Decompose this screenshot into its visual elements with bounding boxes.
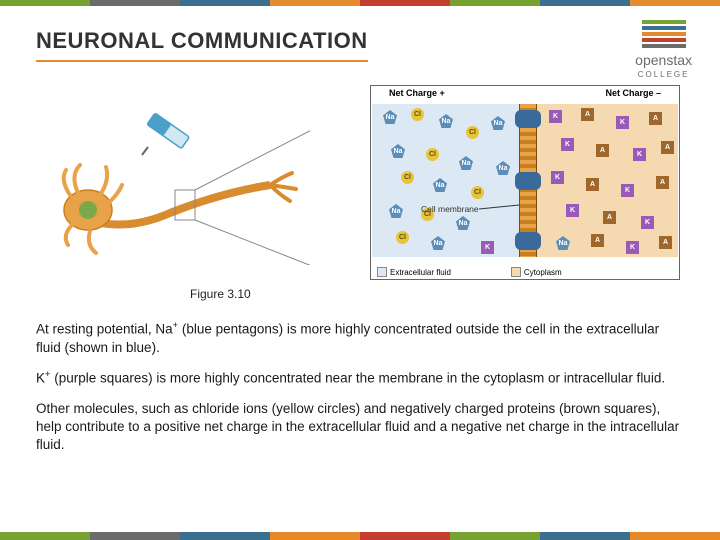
text-run: (purple squares) is more highly concentr…: [51, 370, 666, 385]
legend-extracellular: Extracellular fluid: [377, 267, 451, 277]
k-ion-icon: K: [481, 241, 494, 254]
channel-icon: [515, 110, 541, 128]
a-ion-icon: A: [603, 211, 616, 224]
k-ion-icon: K: [561, 138, 574, 151]
slide-title: NEURONAL COMMUNICATION: [36, 28, 368, 62]
top-color-strip: [0, 0, 720, 6]
k-ion-icon: K: [626, 241, 639, 254]
k-ion-icon: K: [616, 116, 629, 129]
a-ion-icon: A: [656, 176, 669, 189]
a-ion-icon: A: [586, 178, 599, 191]
bottom-color-strip: [0, 532, 720, 540]
text-run: K: [36, 370, 45, 385]
k-ion-icon: K: [566, 204, 579, 217]
cl-ion-icon: Cl: [426, 148, 439, 161]
a-ion-icon: A: [596, 144, 609, 157]
paragraph-3: Other molecules, such as chloride ions (…: [36, 400, 684, 455]
a-ion-icon: A: [649, 112, 662, 125]
a-ion-icon: A: [591, 234, 604, 247]
cl-ion-icon: Cl: [396, 231, 409, 244]
legend-swatch-icon: [377, 267, 387, 277]
figure-area: Net Charge + Net Charge – Na Cl Na Cl Na…: [60, 85, 680, 295]
k-ion-icon: K: [551, 171, 564, 184]
a-ion-icon: A: [659, 236, 672, 249]
legend-cytoplasm: Cytoplasm: [511, 267, 562, 277]
membrane-legend: Extracellular fluid Cytoplasm: [371, 267, 679, 277]
k-ion-icon: K: [641, 216, 654, 229]
k-ion-icon: K: [633, 148, 646, 161]
membrane-diagram: Net Charge + Net Charge – Na Cl Na Cl Na…: [370, 85, 680, 280]
channel-icon: [515, 172, 541, 190]
cl-ion-icon: Cl: [411, 108, 424, 121]
paragraph-2: K+ (purple squares) is more highly conce…: [36, 369, 684, 388]
logo-bars-icon: [642, 20, 686, 48]
legend-label: Extracellular fluid: [390, 268, 451, 277]
a-ion-icon: A: [661, 141, 674, 154]
logo-brand-text: openstax: [635, 52, 692, 68]
neuron-illustration: [60, 95, 310, 265]
cl-ion-icon: Cl: [471, 186, 484, 199]
a-ion-icon: A: [581, 108, 594, 121]
text-run: At resting potential, Na: [36, 322, 173, 337]
openstax-logo: openstax COLLEGE: [635, 20, 692, 79]
paragraph-1: At resting potential, Na+ (blue pentagon…: [36, 320, 684, 357]
cl-ion-icon: Cl: [466, 126, 479, 139]
net-charge-right: Net Charge –: [605, 88, 661, 98]
neuron-svg-icon: [60, 95, 310, 265]
k-ion-icon: K: [621, 184, 634, 197]
legend-label: Cytoplasm: [524, 268, 562, 277]
logo-sub-text: COLLEGE: [638, 70, 690, 79]
cell-membrane-label: Cell membrane: [421, 204, 479, 214]
figure-caption: Figure 3.10: [190, 287, 251, 301]
k-ion-icon: K: [549, 110, 562, 123]
legend-swatch-icon: [511, 267, 521, 277]
cl-ion-icon: Cl: [401, 171, 414, 184]
label-arrow-icon: [479, 201, 524, 216]
channel-icon: [515, 232, 541, 250]
body-text: At resting potential, Na+ (blue pentagon…: [36, 320, 684, 466]
net-charge-left: Net Charge +: [389, 88, 445, 98]
membrane-header: Net Charge + Net Charge –: [371, 88, 679, 98]
